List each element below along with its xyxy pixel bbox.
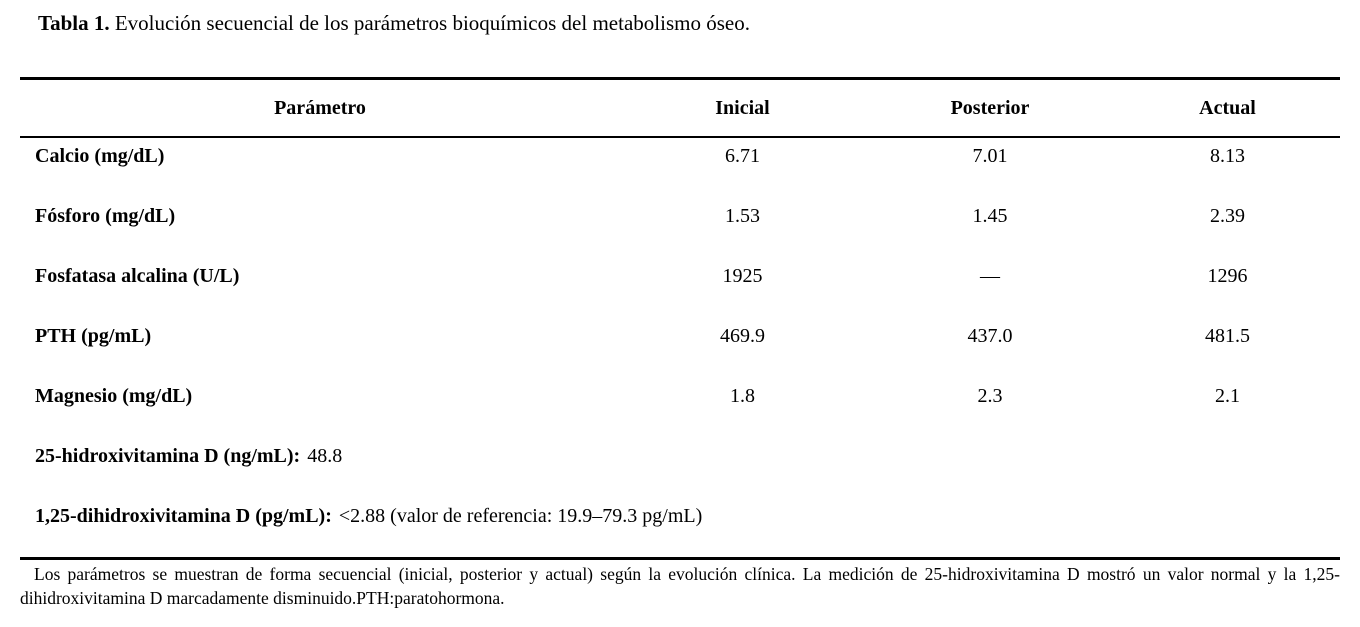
extra-row-label: 25-hidroxivitamina D (ng/mL): xyxy=(35,444,301,467)
value-actual: 8.13 xyxy=(1210,144,1245,167)
bottom-rule-divider xyxy=(20,557,1340,560)
table-caption: Tabla 1. Evolución secuencial de los par… xyxy=(38,10,750,36)
table-row: Fosfatasa alcalina (U/L) 1925 — 1296 xyxy=(20,246,1340,306)
value-inicial: 1.8 xyxy=(730,384,755,407)
extra-row-value: 48.8 xyxy=(307,444,343,467)
column-header-actual: Actual xyxy=(1199,96,1256,119)
extra-row-value: <2.88 (valor de referencia: 19.9–79.3 pg… xyxy=(338,504,703,527)
value-inicial: 1925 xyxy=(722,264,763,287)
table-body: Calcio (mg/dL) 6.71 7.01 8.13 Fósforo (m… xyxy=(20,126,1340,546)
column-header-inicial: Inicial xyxy=(715,96,770,119)
value-posterior: 2.3 xyxy=(977,384,1003,407)
table-row: Magnesio (mg/dL) 1.8 2.3 2.1 xyxy=(20,366,1340,426)
value-inicial: 469.9 xyxy=(720,324,765,347)
table-caption-text: Evolución secuencial de los parámetros b… xyxy=(114,11,750,35)
value-actual: 2.39 xyxy=(1210,204,1245,227)
column-header-parametro: Parámetro xyxy=(274,96,366,119)
value-actual: 481.5 xyxy=(1205,324,1250,347)
table-caption-number: Tabla 1. xyxy=(38,11,110,35)
parameter-label: PTH (pg/mL) xyxy=(35,324,152,347)
parameter-label: Fosfatasa alcalina (U/L) xyxy=(35,264,240,287)
extra-row-label: 1,25-dihidroxivitamina D (pg/mL): xyxy=(35,504,332,527)
table-row: PTH (pg/mL) 469.9 437.0 481.5 xyxy=(20,306,1340,366)
table-header-row: Parámetro Inicial Posterior Actual xyxy=(20,80,1340,136)
value-posterior: — xyxy=(980,264,1000,287)
parameter-label: Magnesio (mg/dL) xyxy=(35,384,193,407)
table-row: Fósforo (mg/dL) 1.53 1.45 2.39 xyxy=(20,186,1340,246)
table-row: Calcio (mg/dL) 6.71 7.01 8.13 xyxy=(20,126,1340,186)
parameter-label: Calcio (mg/dL) xyxy=(35,144,165,167)
extra-row-25-hidroxivitamina-d: 25-hidroxivitamina D (ng/mL): 48.8 xyxy=(20,426,1340,486)
parameter-label: Fósforo (mg/dL) xyxy=(35,204,176,227)
value-posterior: 1.45 xyxy=(972,204,1008,227)
value-inicial: 6.71 xyxy=(725,144,760,167)
top-rule-divider xyxy=(20,77,1340,80)
column-header-posterior: Posterior xyxy=(950,96,1030,119)
value-inicial: 1.53 xyxy=(725,204,760,227)
extra-row-1-25-dihidroxivitamina-d: 1,25-dihidroxivitamina D (pg/mL): <2.88 … xyxy=(20,486,1340,546)
value-posterior: 437.0 xyxy=(967,324,1013,347)
value-actual: 2.1 xyxy=(1215,384,1240,407)
value-actual: 1296 xyxy=(1207,264,1248,287)
header-rule-divider xyxy=(20,136,1340,138)
value-posterior: 7.01 xyxy=(972,144,1008,167)
table-footnote: Los parámetros se muestran de forma secu… xyxy=(20,564,1340,608)
